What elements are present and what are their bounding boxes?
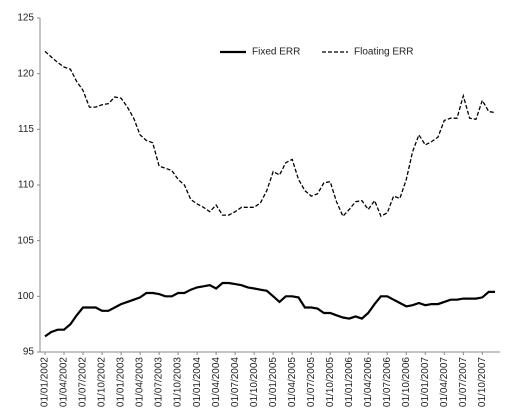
x-tick-label: 01/07/2003: [154, 357, 165, 407]
x-tick-label: 01/10/2007: [477, 357, 488, 407]
x-tick-label: 01/01/2006: [344, 357, 355, 407]
y-tick-label: 95: [23, 347, 35, 358]
x-tick-label: 01/07/2006: [382, 357, 393, 407]
series-line: [44, 50, 496, 218]
x-tick-label: 01/04/2004: [211, 357, 222, 407]
x-tick-label: 01/10/2002: [97, 357, 108, 407]
x-tick-label: 01/07/2004: [230, 357, 241, 407]
x-tick-label: 01/10/2004: [249, 357, 260, 407]
x-tick-label: 01/10/2006: [401, 357, 412, 407]
y-tick-label: 120: [17, 68, 34, 79]
series-line: [44, 281, 495, 338]
x-tick-label: 01/07/2002: [78, 357, 89, 407]
y-tick-label: 105: [17, 235, 34, 246]
legend-label: Fixed ERR: [252, 47, 300, 58]
x-tick-label: 01/04/2002: [59, 357, 70, 407]
y-tick-label: 125: [17, 13, 34, 24]
x-tick-label: 01/04/2006: [363, 357, 374, 407]
x-tick-label: 01/04/2005: [287, 357, 298, 407]
y-tick-label: 115: [18, 124, 34, 135]
x-tick-label: 01/04/2003: [135, 357, 146, 407]
x-tick-label: 01/10/2003: [173, 357, 184, 407]
x-tick-label: 01/07/2005: [306, 357, 317, 407]
x-tick-label: 01/01/2002: [40, 357, 51, 407]
x-tick-label: 01/01/2003: [116, 357, 127, 407]
legend-label: Floating ERR: [354, 47, 413, 58]
x-tick-label: 01/07/2007: [458, 357, 469, 407]
x-tick-label: 01/01/2007: [420, 357, 431, 407]
x-tick-label: 01/01/2005: [268, 357, 279, 407]
x-tick-label: 01/10/2005: [325, 357, 336, 407]
x-tick-label: 01/01/2004: [192, 357, 203, 407]
y-tick-label: 100: [17, 291, 34, 302]
x-tick-label: 01/04/2007: [439, 357, 450, 407]
y-tick-label: 110: [18, 180, 34, 191]
